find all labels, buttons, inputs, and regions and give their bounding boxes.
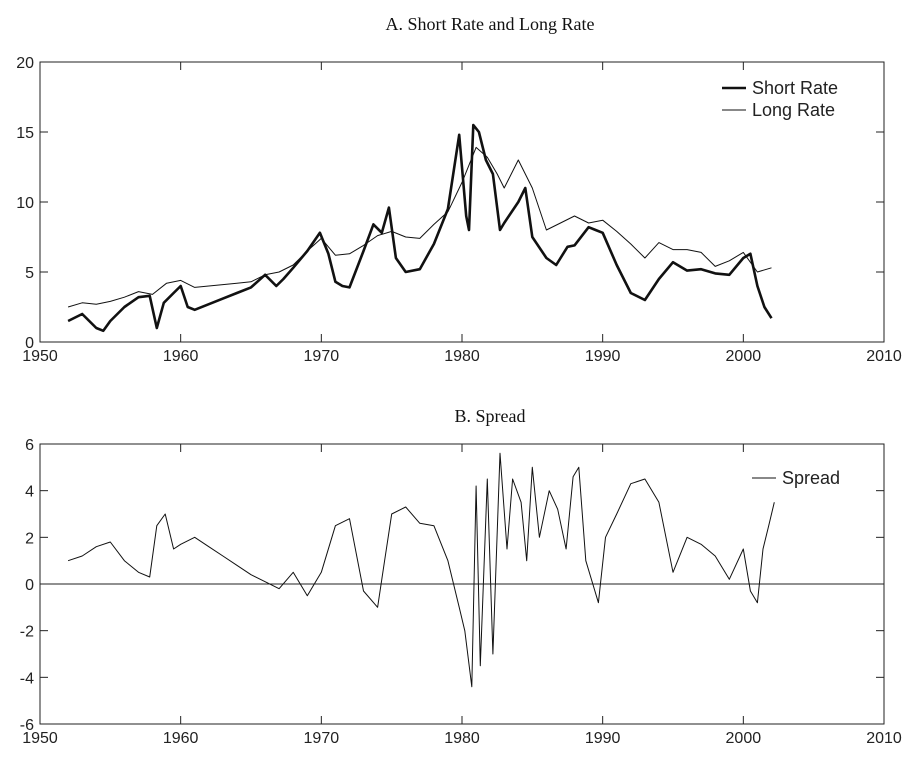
series-line-short-rate — [67, 123, 773, 333]
y-tick-label: 0 — [25, 577, 34, 594]
panel-b-legend: Spread — [752, 468, 840, 488]
x-tick-label: 1970 — [304, 348, 340, 365]
y-tick-label: 0 — [25, 335, 34, 352]
x-tick-label: 2010 — [866, 348, 902, 365]
x-tick-label: 1990 — [585, 348, 621, 365]
y-tick-label: -6 — [20, 717, 34, 734]
y-tick-label: 2 — [25, 530, 34, 547]
y-tick-label: 15 — [16, 125, 34, 142]
panel-a-ticks: 1950 1960 1970 1980 1990 2000 2010 0 5 10 15 20 — [16, 55, 902, 365]
x-tick-label: 1950 — [22, 730, 58, 747]
x-tick-label: 1980 — [444, 348, 480, 365]
x-tick-label: 2000 — [726, 348, 762, 365]
series-line-long-rate — [67, 146, 772, 308]
series-line-spread — [67, 452, 775, 688]
legend-label: Spread — [782, 468, 840, 488]
panel-b-title: B. Spread — [455, 406, 526, 426]
panel-b-series — [67, 452, 775, 688]
x-tick-label: 1980 — [444, 730, 480, 747]
panel-a-series — [67, 123, 773, 333]
y-tick-label: 6 — [25, 437, 34, 454]
y-tick-label: 4 — [25, 484, 34, 501]
y-tick-label: -2 — [20, 624, 34, 641]
panel-a-title: A. Short Rate and Long Rate — [386, 14, 595, 34]
x-tick-label: 1950 — [22, 348, 58, 365]
x-tick-label: 2000 — [726, 730, 762, 747]
legend-label: Short Rate — [752, 78, 838, 98]
panel-short-long-rate: A. Short Rate and Long Rate 1950 1960 1970… — [16, 14, 902, 365]
legend-label: Long Rate — [752, 100, 835, 120]
x-tick-label: 1960 — [163, 730, 199, 747]
x-tick-label: 1990 — [585, 730, 621, 747]
x-tick-label: 1970 — [304, 730, 340, 747]
x-tick-label: 1960 — [163, 348, 199, 365]
y-tick-label: 20 — [16, 55, 34, 72]
x-tick-label: 2010 — [866, 730, 902, 747]
y-tick-label: -4 — [20, 670, 34, 687]
panel-b-ticks: 1950 1960 1970 1980 1990 2000 2010 -6 -4 -2 0 2 4 6 — [20, 437, 902, 747]
panel-spread: B. Spread 1950 1960 1970 1980 1990 2000 2010 -6… — [20, 406, 902, 747]
y-tick-label: 5 — [25, 265, 34, 282]
y-tick-label: 10 — [16, 195, 34, 212]
